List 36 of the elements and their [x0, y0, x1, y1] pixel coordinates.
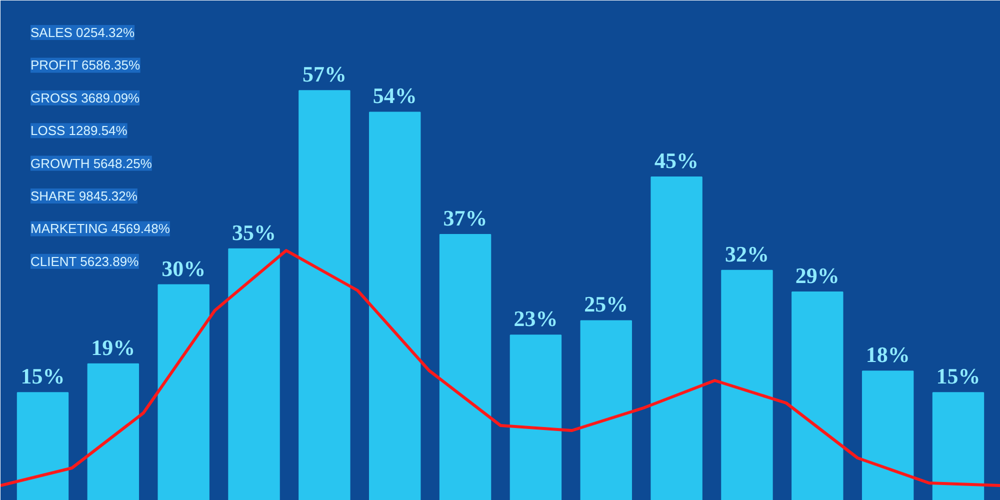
annotation: LOSS 1289.54% [30, 123, 128, 138]
bar [862, 370, 914, 500]
data-label: 25% [584, 292, 628, 317]
annotation: SHARE 9845.32% [30, 188, 138, 204]
annotation: GROSS 3689.09% [30, 90, 140, 106]
bar [369, 112, 421, 500]
data-label: 29% [795, 262, 840, 288]
bar [439, 234, 492, 500]
data-label: 54% [372, 83, 417, 108]
data-label: 45% [654, 148, 699, 173]
bar [721, 270, 773, 500]
data-label: 57% [302, 62, 346, 87]
annotation: MARKETING 4569.48% [30, 221, 170, 236]
bar [87, 363, 140, 500]
data-label: 30% [162, 256, 206, 281]
text: PROFIT 6586.35% [30, 58, 141, 73]
bar [650, 176, 702, 500]
text: SALES 0254.32% [30, 25, 136, 40]
data-label: 35% [232, 220, 276, 245]
annotation: GROWTH 5648.25% [30, 156, 152, 171]
data-label: 23% [514, 306, 558, 332]
bar [932, 392, 984, 500]
data-label: 15% [936, 364, 980, 389]
data-label: 15% [20, 364, 65, 389]
bar [298, 90, 350, 500]
bar [158, 284, 210, 500]
bar [580, 320, 632, 500]
bar [228, 248, 280, 500]
bar [16, 392, 69, 500]
bar [792, 291, 844, 500]
data-label: 18% [866, 342, 910, 368]
data-label: 37% [443, 205, 488, 230]
data-label: 19% [91, 334, 136, 360]
bar [510, 334, 562, 500]
data-label: 32% [724, 241, 769, 266]
annotation: CLIENT 5623.89% [30, 254, 140, 269]
